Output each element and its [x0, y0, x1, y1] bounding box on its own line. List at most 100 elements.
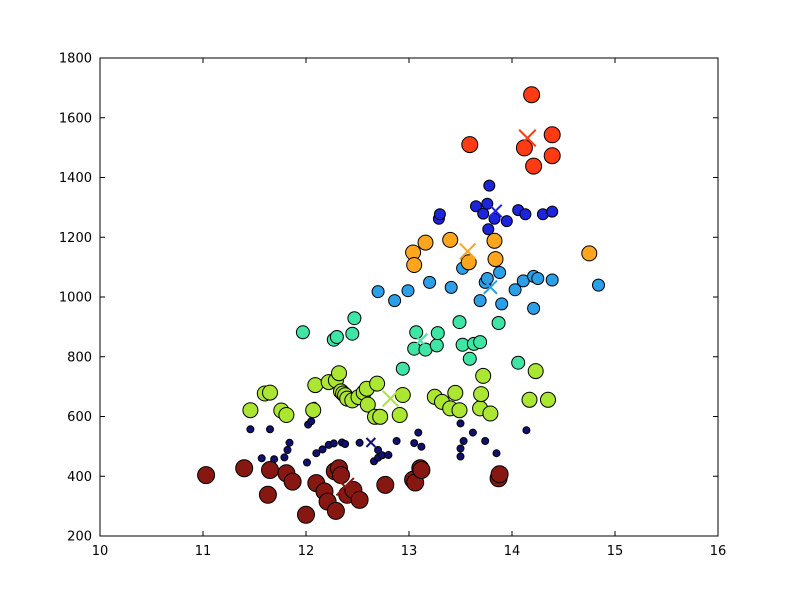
data-point-cluster-royalblue — [546, 205, 559, 218]
data-point-cluster-springgreen — [462, 351, 477, 366]
data-point-cluster-skyblue — [444, 280, 458, 294]
data-point-cluster-springgreen — [345, 326, 360, 341]
data-point-cluster-navy — [392, 437, 401, 445]
data-point-cluster-navy — [285, 438, 294, 447]
data-point-cluster-greenyellow — [359, 396, 376, 413]
data-point-cluster-orange — [460, 254, 477, 271]
data-point-cluster-darkred — [297, 505, 315, 524]
data-point-cluster-springgreen — [429, 338, 444, 353]
data-point-cluster-skyblue — [371, 285, 385, 299]
cluster-centroid-marker-cluster-skyblue — [483, 279, 498, 295]
data-point-cluster-skyblue — [493, 266, 507, 279]
data-point-cluster-orangered — [543, 126, 561, 144]
data-point-cluster-orangered — [523, 86, 541, 104]
data-point-cluster-darkred — [235, 459, 254, 478]
data-point-cluster-skyblue — [495, 297, 509, 311]
data-point-cluster-darkred — [326, 501, 345, 520]
data-point-cluster-springgreen — [395, 361, 410, 376]
data-point-cluster-darkred — [332, 466, 350, 485]
data-point-cluster-orange — [486, 232, 503, 249]
x-tick-label: 14 — [504, 544, 521, 559]
x-tick-label: 10 — [92, 544, 109, 559]
data-point-cluster-navy — [374, 446, 383, 454]
y-tick-label: 1800 — [59, 52, 92, 67]
data-point-cluster-navy — [280, 453, 289, 462]
data-point-cluster-navy — [417, 442, 426, 451]
data-point-cluster-greenyellow — [307, 377, 324, 394]
data-point-cluster-skyblue — [423, 275, 437, 289]
data-point-cluster-springgreen — [409, 325, 424, 340]
data-point-cluster-greenyellow — [527, 363, 544, 380]
data-point-cluster-greenyellow — [372, 408, 389, 425]
data-point-cluster-navy — [312, 449, 321, 458]
cluster-centroid-marker-cluster-navy — [365, 437, 377, 448]
data-point-cluster-navy — [414, 428, 423, 437]
data-point-cluster-navy — [341, 440, 350, 448]
cluster-centroid-marker-cluster-greenyellow — [381, 389, 400, 408]
data-point-cluster-navy — [283, 446, 292, 454]
data-point-cluster-greenyellow — [475, 367, 492, 384]
data-point-cluster-royalblue — [470, 200, 482, 213]
data-point-cluster-greenyellow — [331, 365, 347, 382]
y-tick-label: 1600 — [59, 111, 92, 126]
data-point-cluster-navy — [307, 417, 316, 426]
data-point-cluster-navy — [318, 445, 327, 454]
x-tick-label: 13 — [401, 544, 418, 559]
x-tick-label: 15 — [607, 544, 624, 559]
y-tick-label: 400 — [67, 470, 92, 485]
data-point-cluster-springgreen — [511, 355, 526, 370]
data-point-cluster-darkred — [412, 461, 431, 479]
data-point-cluster-royalblue — [433, 208, 446, 221]
cluster-centroid-marker-cluster-springgreen — [412, 332, 429, 349]
data-point-cluster-orange — [442, 231, 459, 248]
data-point-cluster-greenyellow — [242, 402, 259, 419]
data-point-cluster-skyblue — [388, 294, 402, 308]
data-point-cluster-springgreen — [347, 311, 362, 326]
data-point-cluster-navy — [384, 451, 393, 459]
data-point-cluster-springgreen — [473, 335, 488, 350]
data-point-cluster-orange — [406, 257, 423, 273]
data-point-cluster-greenyellow — [447, 384, 464, 401]
data-point-cluster-skyblue — [545, 273, 559, 287]
data-point-cluster-royalblue — [483, 179, 496, 192]
data-point-cluster-navy — [246, 425, 255, 434]
data-point-cluster-skyblue — [527, 301, 541, 315]
data-point-cluster-navy — [410, 439, 419, 448]
y-tick-label: 800 — [67, 350, 92, 365]
data-point-cluster-navy — [266, 425, 274, 434]
data-point-cluster-greenyellow — [391, 407, 408, 423]
y-tick-label: 200 — [67, 530, 92, 545]
data-point-cluster-royalblue — [500, 215, 513, 228]
data-point-cluster-greenyellow — [369, 375, 386, 392]
data-point-cluster-skyblue — [508, 283, 522, 297]
data-point-cluster-greenyellow — [451, 402, 468, 419]
data-point-cluster-darkred — [197, 466, 216, 485]
y-tick-label: 1400 — [59, 171, 92, 186]
data-point-cluster-springgreen — [329, 330, 344, 344]
data-point-cluster-skyblue — [473, 294, 487, 308]
data-point-cluster-orange — [581, 245, 598, 262]
data-point-cluster-navy — [456, 419, 465, 428]
y-tick-label: 1000 — [59, 291, 92, 306]
data-point-cluster-royalblue — [519, 208, 532, 221]
cluster-centroid-marker-cluster-royalblue — [488, 204, 503, 218]
data-point-cluster-orangered — [543, 147, 561, 165]
data-point-cluster-springgreen — [491, 316, 506, 330]
data-point-cluster-darkred — [258, 485, 277, 504]
cluster-centroid-marker-cluster-darkred — [335, 477, 355, 497]
data-point-cluster-darkred — [350, 490, 369, 509]
data-point-cluster-darkred — [376, 475, 395, 494]
data-point-cluster-skyblue — [592, 278, 605, 292]
cluster-centroid-marker-cluster-orange — [459, 242, 477, 260]
data-point-cluster-skyblue — [401, 284, 415, 298]
data-point-cluster-navy — [456, 452, 465, 461]
data-point-cluster-orange — [417, 234, 434, 251]
data-point-cluster-darkred — [490, 465, 509, 484]
x-tick-label: 11 — [195, 544, 212, 559]
x-tick-label: 16 — [710, 544, 727, 559]
data-point-cluster-navy — [257, 454, 266, 463]
data-point-cluster-navy — [456, 444, 465, 453]
data-point-cluster-greenyellow — [473, 386, 490, 403]
data-point-cluster-navy — [303, 458, 311, 467]
